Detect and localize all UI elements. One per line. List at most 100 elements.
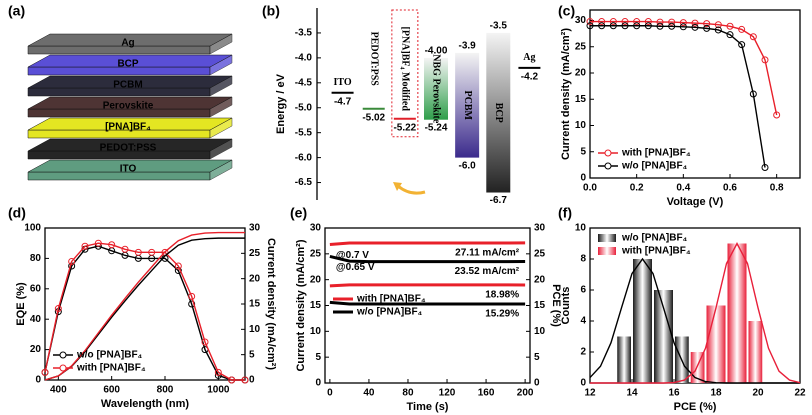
layer-label: [PNA]BF₄: [105, 122, 151, 133]
data-point: [609, 18, 617, 26]
layer-label: PEDOT:PSS: [100, 143, 157, 154]
x-tick-label: 40: [363, 388, 375, 399]
level-value-label: -4.2: [521, 71, 539, 82]
x-tick-label: 22: [794, 388, 806, 399]
data-point: [108, 241, 116, 249]
data-point: [714, 26, 722, 34]
y2-tick-label: 5: [249, 349, 255, 360]
data-point: [738, 25, 746, 33]
data-point: [633, 18, 641, 26]
bar: [727, 243, 747, 383]
data-line: [329, 241, 526, 247]
y-tick-label: -4.5: [295, 77, 313, 88]
y-tick-label: -6.0: [295, 152, 313, 163]
level-name: NBG Perovskite: [431, 54, 442, 124]
panel-label: (b): [262, 3, 280, 19]
energy-band: [486, 32, 511, 193]
data-point: [679, 19, 687, 27]
y-tick-label: -5.5: [295, 127, 313, 138]
y2-tick-label: 0: [534, 378, 540, 389]
x-tick-label: 0.4: [676, 183, 690, 194]
data-point: [761, 56, 769, 64]
data-point: [656, 18, 664, 26]
plot-frame: [44, 227, 246, 381]
y-tick-label: 5: [580, 146, 586, 157]
level-name: PCBM: [462, 91, 473, 121]
legend-label: w/o [PNA]BF₄: [621, 233, 688, 244]
x-tick-label: 120: [439, 388, 456, 399]
legend-label: w/o [PNA]BF₄: [356, 307, 423, 318]
data-line: [590, 241, 801, 384]
legend-label: with [PNA]BF₄: [621, 148, 691, 159]
level-value-label: -3.5: [490, 21, 508, 32]
panel-label: (c): [558, 3, 575, 19]
x-axis-label: Voltage (V): [667, 196, 724, 208]
y2-tick-label: 25: [249, 248, 261, 259]
data-line: [329, 300, 526, 306]
data-point: [773, 111, 781, 119]
plot-frame: [589, 9, 801, 179]
end-label: 18.98%: [485, 290, 519, 301]
y-tick-label: 6: [580, 285, 586, 296]
x-tick-label: 800: [157, 385, 174, 396]
bar: [706, 305, 726, 383]
y-tick-label: 5: [315, 352, 321, 363]
layer-label: PCBM: [113, 80, 142, 91]
layer-front: [27, 45, 211, 55]
data-point: [214, 368, 222, 376]
layer-top: [27, 75, 233, 89]
x-tick-label: 600: [103, 385, 120, 396]
x-tick-label: 12: [584, 388, 596, 399]
panel-label: (a): [8, 3, 25, 19]
data-point: [749, 90, 757, 98]
y2-tick-label: 30: [249, 223, 261, 234]
annotation: @0.65 V: [336, 262, 375, 273]
data-point: [621, 22, 629, 30]
data-line: [590, 20, 778, 116]
level-value-label: -4.00: [425, 46, 448, 57]
y-tick-label: 30: [575, 15, 587, 26]
panel-label: (e): [290, 205, 307, 221]
y2-tick-label: 5: [534, 352, 540, 363]
data-line: [329, 254, 526, 264]
x-tick-label: 0.6: [723, 183, 737, 194]
data-line: [44, 237, 245, 381]
legend-swatch: [598, 247, 616, 255]
data-point: [644, 22, 652, 30]
y2-tick-label: 0: [249, 375, 255, 386]
y2-tick-label: 15: [249, 299, 261, 310]
layer-label: Perovskite: [103, 101, 154, 112]
y-tick-label: 20: [575, 68, 587, 79]
legend-marker: [604, 162, 612, 170]
arrow-head: [393, 182, 402, 191]
data-point: [174, 262, 182, 270]
data-point: [41, 368, 49, 376]
level-value-label: -6.0: [459, 160, 477, 171]
data-point: [68, 257, 76, 265]
energy-band: [424, 57, 448, 120]
data-point: [201, 338, 209, 346]
y-tick-label: 0: [315, 378, 321, 389]
data-point: [726, 31, 734, 39]
y-tick-label: -4.0: [295, 53, 313, 64]
layer-top: [27, 138, 233, 152]
layer-top: [27, 54, 233, 68]
data-line: [589, 257, 800, 384]
level-value-label: -5.24: [425, 122, 448, 133]
legend-marker: [59, 364, 67, 372]
end-label: 15.29%: [485, 309, 519, 320]
data-line: [329, 283, 526, 288]
y2-axis-label: Current density (mA/cm²): [265, 238, 277, 370]
legend-marker: [59, 351, 67, 359]
y-axis-label: Counts: [560, 287, 572, 325]
layer-label: BCP: [117, 59, 138, 70]
energy-band: [455, 52, 480, 158]
y-tick-label: 25: [310, 248, 322, 259]
data-point: [738, 41, 746, 49]
y-tick-label: -6.5: [295, 177, 313, 188]
level-value-label: -5.02: [362, 112, 385, 123]
legend-swatch: [598, 234, 616, 242]
x-tick-label: 0.2: [630, 183, 644, 194]
y-axis-label: Current density (mA/cm²): [560, 28, 572, 160]
